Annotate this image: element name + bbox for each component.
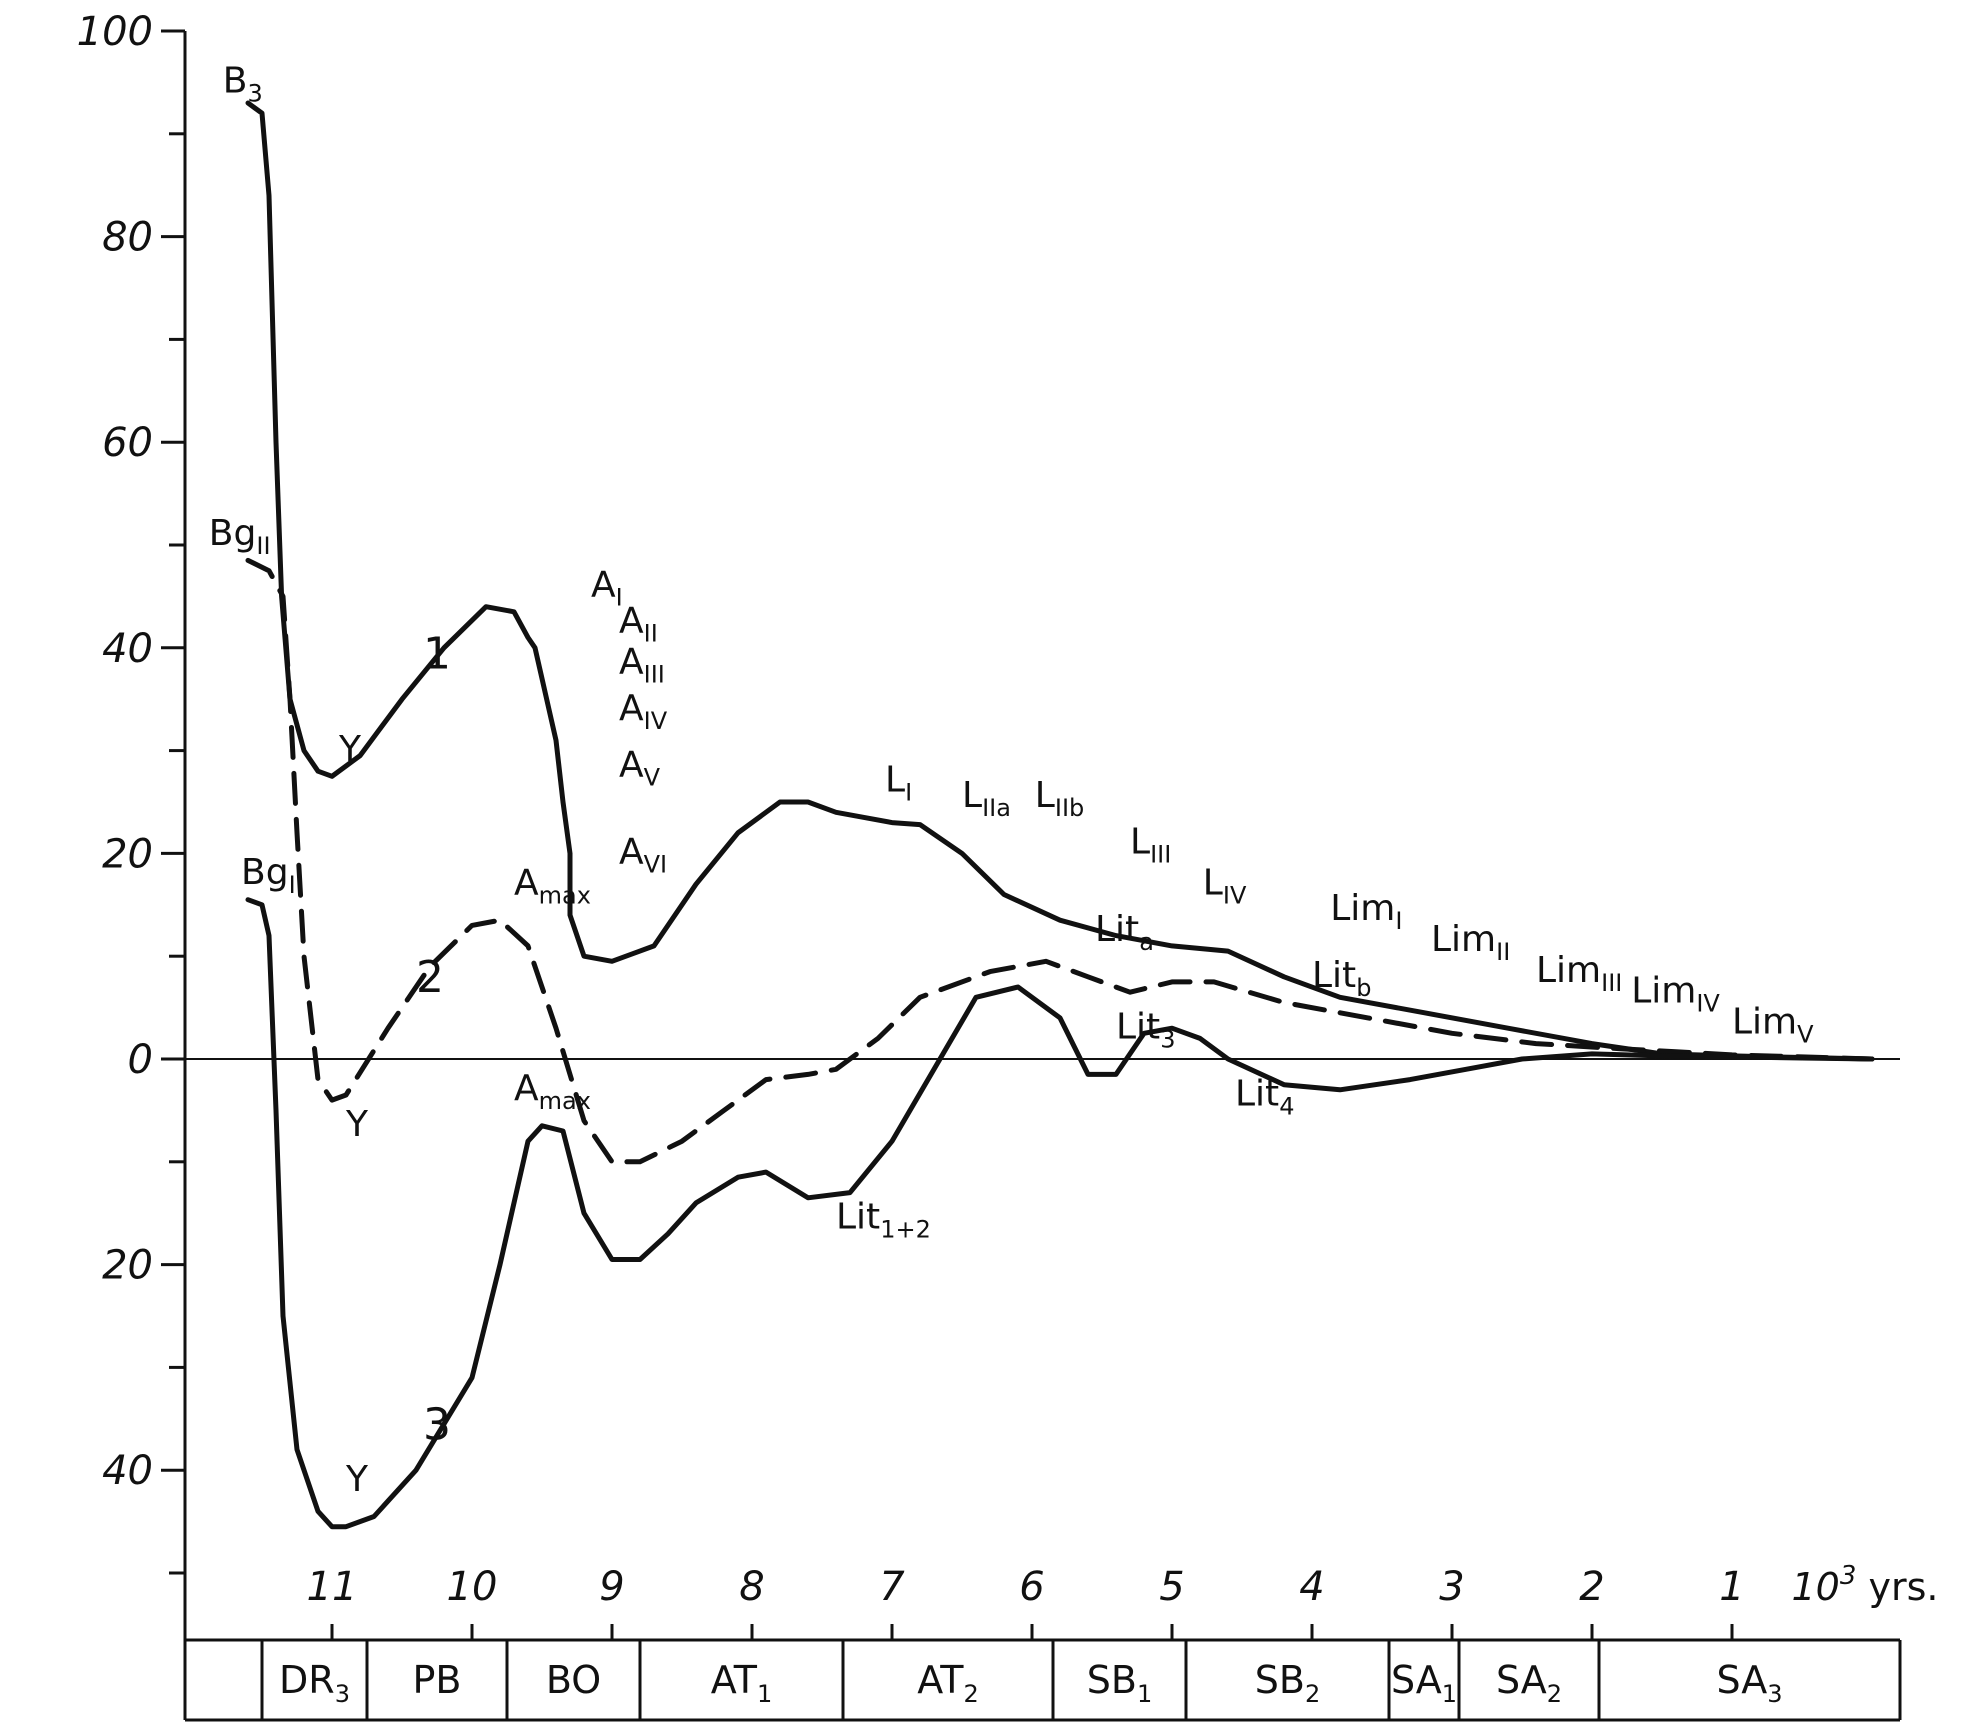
period-label: AT2	[917, 1658, 979, 1708]
annotation-label: LimIV	[1631, 970, 1720, 1017]
annotation-label: LimII	[1431, 919, 1510, 966]
annotation-label: Y	[345, 1104, 369, 1145]
y-tick-label: 0	[128, 1037, 153, 1083]
period-label: AT1	[711, 1658, 773, 1708]
annotation-label: AII	[619, 600, 658, 647]
curve-label-1: 1	[423, 628, 451, 679]
series-line-2	[245, 557, 1875, 1165]
annotation-label: Amax	[514, 863, 591, 910]
y-tick-label: 40	[102, 626, 153, 672]
period-label: SA3	[1716, 1658, 1782, 1708]
annotation-label: Lit3	[1116, 1006, 1175, 1053]
x-tick-label: 10	[447, 1564, 498, 1610]
y-tick-label: 80	[102, 215, 153, 261]
x-tick-label: 6	[1019, 1564, 1044, 1610]
annotation-label: AIII	[619, 642, 665, 689]
annotation-label: AIV	[619, 688, 668, 735]
annotation-label: LIV	[1203, 863, 1247, 910]
y-tick-label: 100	[77, 9, 153, 55]
period-label: SB1	[1087, 1658, 1152, 1708]
annotation-label: AVI	[619, 832, 667, 879]
annotation-label: Amax	[514, 1068, 591, 1115]
x-tick-label: 8	[739, 1564, 764, 1610]
annotation-label: LimV	[1732, 1001, 1814, 1048]
x-tick-label: 1	[1719, 1564, 1744, 1610]
series-line-3	[245, 897, 1875, 1530]
annotation-label: LI	[885, 760, 912, 807]
annotation-label: Y	[338, 729, 362, 770]
y-tick-label: 20	[102, 1243, 153, 1289]
period-label: SA2	[1496, 1658, 1562, 1708]
curve-label-3: 3	[423, 1399, 451, 1450]
annotation-label: Y	[345, 1459, 369, 1500]
axes: 100 80 60 40 20 0 20 40 11 10 9 8 7 6 5 4 3 2 1 103 yrs.	[77, 9, 1939, 1640]
x-tick-label: 2	[1579, 1564, 1604, 1610]
annotation-label: AV	[619, 744, 661, 791]
annotation-label: LIIa	[962, 775, 1011, 822]
y-tick-label: 40	[102, 1448, 153, 1494]
annotation-label: Lit1+2	[836, 1197, 931, 1244]
annotation-label: LIII	[1130, 821, 1171, 868]
annotation-label: BgII	[209, 513, 271, 560]
annotation-label: LIIb	[1035, 775, 1084, 822]
annotation-label: Litb	[1312, 955, 1371, 1002]
annotation-label: LimI	[1330, 888, 1402, 935]
y-tick-label: 20	[102, 831, 153, 877]
x-unit-label: 103 yrs.	[1792, 1561, 1939, 1609]
annotation-label: B3	[223, 61, 263, 108]
period-label: SA1	[1391, 1658, 1457, 1708]
x-tick-label: 4	[1299, 1564, 1324, 1610]
series-line-1	[245, 100, 1875, 1062]
x-tick-label: 3	[1439, 1564, 1464, 1610]
x-tick-label: 7	[879, 1564, 905, 1610]
period-label: BO	[546, 1658, 601, 1702]
period-bar: DR3 PB BO AT1 AT2 SB1 SB2 SA1 SA2 SA3	[183, 1624, 1902, 1722]
annotation-label: LimIII	[1536, 950, 1622, 997]
y-tick-label: 60	[102, 420, 153, 466]
period-label: DR3	[279, 1658, 350, 1708]
annotation-label: BgII	[241, 852, 303, 899]
x-tick-label: 5	[1159, 1564, 1184, 1610]
period-label: SB2	[1255, 1658, 1320, 1708]
annotation-label: AI	[591, 564, 623, 611]
annotation-label: Lit4	[1235, 1073, 1294, 1120]
period-label: PB	[413, 1658, 462, 1702]
curve-label-2: 2	[416, 952, 444, 1003]
annotation-label: Lita	[1095, 909, 1154, 956]
x-tick-label: 11	[307, 1564, 358, 1610]
x-tick-label: 9	[599, 1564, 624, 1610]
curves	[245, 100, 1875, 1530]
